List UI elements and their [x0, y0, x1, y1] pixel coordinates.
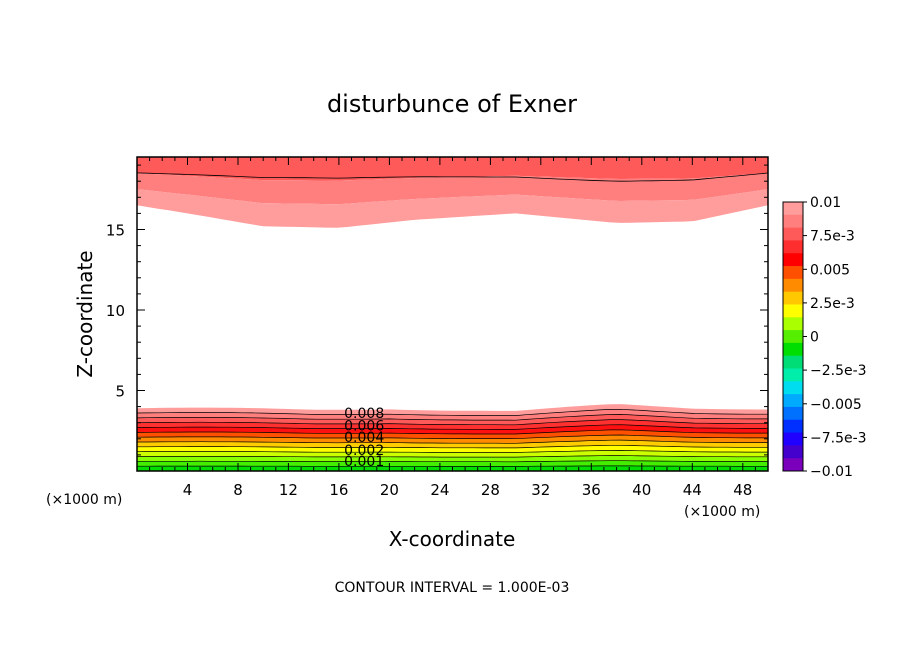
- colorbar-swatch: [783, 445, 803, 459]
- colorbar-swatch: [783, 253, 803, 267]
- contour-line: [136, 414, 768, 421]
- lower-fill-band: [137, 419, 768, 430]
- x-tick-label: 36: [582, 481, 601, 499]
- contour-line: [137, 455, 768, 458]
- plot-fill-layers: [137, 157, 768, 471]
- contour-line: [136, 434, 768, 440]
- y-axis: 5 10 15: [106, 164, 768, 456]
- x-tick-label: 28: [481, 481, 500, 499]
- x-axis: 4 8 12 16 20 24 28 32 36 40 44 48: [149, 157, 756, 499]
- colorbar-label: −0.01: [810, 464, 853, 480]
- colorbar-swatch: [783, 317, 803, 331]
- contour-line: [137, 465, 768, 467]
- colorbar-swatch: [783, 227, 803, 241]
- colorbar-swatch: [783, 266, 803, 280]
- upper-fill-band: [137, 189, 768, 228]
- upper-fill-band: [137, 157, 768, 181]
- lower-fill-band: [137, 435, 768, 444]
- contour-line: [136, 429, 768, 435]
- lower-fill-band: [137, 460, 768, 467]
- contour-line: [137, 460, 768, 463]
- colorbar-swatch: [783, 330, 803, 344]
- x-axis-label: X-coordinate: [389, 527, 516, 551]
- x-tick-label: 8: [233, 481, 243, 499]
- contour-lines: [136, 172, 769, 467]
- colorbar-swatch: [783, 458, 803, 472]
- colorbar-swatch: [783, 432, 803, 446]
- colorbar-swatch: [783, 291, 803, 305]
- x-tick-label: 4: [183, 481, 193, 499]
- lower-fill-band: [137, 404, 768, 416]
- y-tick-label: 5: [115, 383, 125, 401]
- contour-line: [136, 419, 768, 426]
- colorbar-label: 2.5e-3: [810, 296, 855, 312]
- colorbar-label: 0: [810, 330, 819, 346]
- contour-line: [136, 450, 768, 453]
- contour-line: [137, 439, 768, 444]
- colorbar-label: 0.01: [810, 195, 841, 211]
- x-tick-label: 32: [531, 481, 550, 499]
- x-tick-label: 16: [329, 481, 348, 499]
- x-tick-label: 12: [279, 481, 298, 499]
- contour-line: [136, 172, 769, 182]
- colorbar-label: −2.5e-3: [810, 363, 867, 379]
- colorbar-swatch: [783, 381, 803, 395]
- colorbar-swatch: [783, 202, 803, 216]
- colorbar-swatch: [783, 278, 803, 293]
- lower-fill-band: [137, 440, 768, 448]
- lower-fill-band: [137, 409, 768, 421]
- colorbar-label: 0.005: [810, 262, 850, 278]
- contour-label: 0.002: [344, 443, 384, 459]
- colorbar-swatch: [783, 419, 803, 434]
- y-axis-label: Z-coordinate: [73, 250, 97, 377]
- x-tick-label: 20: [380, 481, 399, 499]
- contour-line: [137, 444, 768, 449]
- y-tick-label: 15: [106, 222, 125, 240]
- colorbar-swatch: [783, 355, 803, 370]
- contour-line: [136, 424, 768, 430]
- contour-interval-footer: CONTOUR INTERVAL = 1.000E-03: [335, 580, 570, 596]
- x-unit-left: (×1000 m): [46, 492, 122, 508]
- chart-title: disturbunce of Exner: [327, 90, 577, 118]
- contour-label: 0.001: [344, 454, 384, 470]
- colorbar-label: 7.5e-3: [810, 229, 855, 245]
- x-tick-label: 40: [632, 481, 651, 499]
- contour-label: 0.006: [344, 419, 384, 435]
- colorbar-swatch: [783, 368, 803, 382]
- x-tick-label: 44: [683, 481, 702, 499]
- colorbar-swatch: [783, 342, 803, 357]
- contour-line: [136, 408, 768, 416]
- contour-label: 0.008: [344, 406, 384, 422]
- colorbar-swatch: [783, 214, 803, 229]
- lower-fill-band: [137, 445, 768, 453]
- contour-label: 0.004: [344, 430, 384, 446]
- colorbar-swatch: [783, 240, 803, 254]
- colorbar-swatch: [783, 394, 803, 408]
- colorbar: 0.01 7.5e-3 0.005 2.5e-3 0 −2.5e-3 −0.005 −7.5e…: [782, 195, 867, 480]
- y-tick-label: 10: [106, 302, 125, 320]
- x-tick-label: 24: [430, 481, 449, 499]
- x-unit-right: (×1000 m): [684, 504, 760, 520]
- colorbar-label: −7.5e-3: [810, 430, 867, 446]
- lower-fill-band: [137, 429, 768, 439]
- colorbar-swatch: [783, 304, 803, 318]
- colorbar-swatch: [783, 406, 803, 421]
- colorbar-label: −0.005: [810, 397, 862, 413]
- x-tick-label: 48: [733, 481, 752, 499]
- lower-fill-band: [137, 414, 768, 425]
- lower-fill-band: [137, 455, 768, 462]
